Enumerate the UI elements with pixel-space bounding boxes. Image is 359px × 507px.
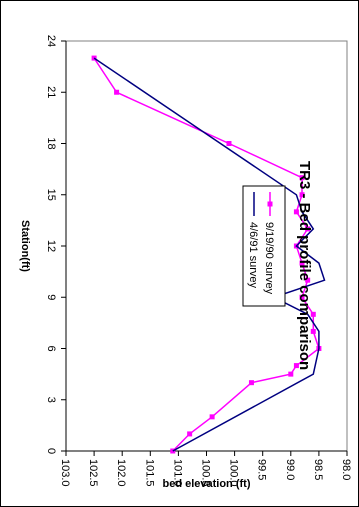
x-tick-label: 15 [45, 189, 57, 201]
series-line [93, 57, 320, 452]
y-tick-label: 102.5 [87, 459, 99, 487]
data-point [293, 363, 299, 369]
x-tick-label: 0 [45, 448, 57, 454]
data-point [114, 89, 120, 95]
x-tick-label: 24 [45, 35, 57, 47]
series-line [93, 57, 326, 452]
y-axis-title: bed elevation (ft) [162, 478, 250, 490]
x-tick-label: 18 [45, 137, 57, 149]
data-point [293, 209, 299, 215]
y-tick-label: 103.0 [59, 459, 71, 487]
series-layer [91, 55, 326, 454]
data-point [299, 192, 305, 198]
data-point [299, 175, 305, 181]
x-axis-ticks: 0 3 6 9 12 15 18 21 24 [45, 35, 66, 454]
y-tick-label: 98.0 [340, 459, 352, 480]
data-point [310, 328, 316, 334]
x-axis-title: Station(ft) [19, 220, 31, 272]
x-tick-label: 21 [45, 86, 57, 98]
data-point [299, 294, 305, 300]
x-tick-label: 9 [45, 294, 57, 300]
x-tick-label: 6 [45, 345, 57, 351]
data-point [187, 431, 193, 437]
legend-label: 9/19/90 survey [263, 222, 275, 295]
y-tick-label: 100.5 [200, 459, 212, 487]
data-point [310, 311, 316, 317]
x-tick-label: 12 [45, 240, 57, 252]
x-tick-label: 3 [45, 397, 57, 403]
data-point [305, 226, 311, 232]
legend-label: 4/6/91 survey [247, 222, 259, 289]
y-tick-label: 99.0 [284, 459, 296, 480]
y-tick-label: 102.0 [115, 459, 127, 487]
data-point [288, 371, 294, 377]
data-point [305, 277, 311, 283]
y-tick-label: 99.5 [256, 459, 268, 480]
chart-title: TR3 - Bed profile comparison [296, 161, 313, 370]
y-axis-ticks: 98.0 98.5 99.0 99.5 100.0 100.5 101.0 101.5 102.… [59, 451, 352, 487]
y-tick-label: 101.0 [171, 459, 183, 487]
legend: 9/19/90 survey 4/6/91 survey [242, 185, 286, 307]
y-tick-label: 101.5 [143, 459, 155, 487]
data-point [248, 380, 254, 386]
data-point [209, 414, 215, 420]
data-point [226, 141, 232, 146]
legend-swatch-marker [267, 201, 273, 207]
y-tick-label: 98.5 [312, 459, 324, 480]
y-tick-label: 100.0 [228, 459, 240, 487]
legend-entries: 9/19/90 survey 4/6/91 survey [247, 192, 275, 295]
data-point [299, 260, 305, 266]
